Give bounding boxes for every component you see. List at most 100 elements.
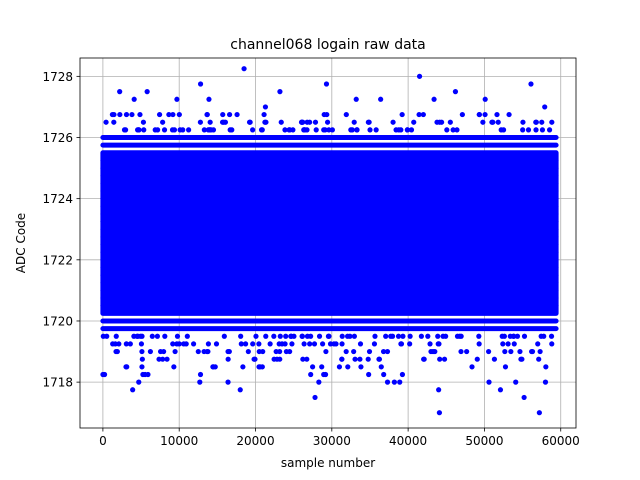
- fringe-point: [190, 341, 197, 347]
- x-tick-label: 30000: [313, 434, 351, 448]
- dense-band-core: [100, 152, 559, 314]
- fringe-point: [398, 341, 404, 347]
- fringe-point: [454, 333, 461, 339]
- outlier-point: [197, 81, 204, 87]
- fringe-point: [321, 127, 327, 133]
- outlier-point: [206, 96, 212, 102]
- fringe-point: [220, 111, 226, 118]
- fringe-point: [271, 333, 277, 339]
- fringe-point: [207, 119, 213, 125]
- fringe-point: [221, 119, 227, 125]
- fringe-point: [149, 333, 155, 339]
- fringe-point: [535, 341, 541, 347]
- fringe-point: [258, 127, 265, 133]
- fringe-point: [521, 333, 528, 339]
- fringe-point: [238, 333, 244, 339]
- fringe-point: [316, 333, 323, 339]
- fringe-point: [395, 333, 402, 339]
- fringe-point: [197, 119, 204, 125]
- y-tick-label: 1720: [42, 314, 73, 328]
- fringe-point: [520, 127, 526, 133]
- fringe-point: [124, 364, 130, 370]
- fringe-point: [421, 356, 427, 362]
- fringe-point: [381, 371, 387, 378]
- fringe-point: [111, 119, 117, 125]
- fringe-point: [325, 333, 332, 339]
- fringe-point: [500, 341, 506, 347]
- fringe-point: [243, 341, 249, 347]
- fringe-point: [440, 333, 446, 339]
- fringe-point: [287, 348, 293, 355]
- y-axis-label: ADC Code: [14, 213, 28, 273]
- fringe-point: [166, 111, 172, 118]
- fringe-point: [378, 364, 384, 370]
- outlier-point: [237, 387, 243, 393]
- fringe-point: [358, 364, 364, 370]
- fringe-point: [177, 127, 183, 133]
- fringe-point: [339, 333, 345, 339]
- fringe-point: [458, 348, 464, 355]
- fringe-point: [339, 356, 345, 362]
- fringe-point: [529, 348, 535, 355]
- fringe-point: [404, 127, 410, 133]
- fringe-point: [104, 333, 110, 339]
- outlier-point: [241, 66, 247, 72]
- fringe-point: [301, 341, 307, 347]
- fringe-point: [437, 356, 443, 362]
- x-axis-label: sample number: [281, 456, 375, 470]
- fringe-point: [511, 341, 517, 347]
- fringe-point: [474, 356, 480, 362]
- fringe-point: [343, 348, 349, 355]
- fringe-point: [365, 356, 371, 362]
- fringe-point: [400, 333, 406, 339]
- fringe-point: [174, 341, 180, 347]
- fringe-point: [162, 333, 168, 339]
- fringe-point: [428, 348, 434, 355]
- fringe-point: [171, 364, 177, 370]
- fringe-point: [371, 341, 378, 347]
- fringe-point: [207, 127, 213, 133]
- fringe-point: [140, 119, 147, 125]
- fringe-point: [282, 127, 288, 133]
- fringe-point: [205, 341, 212, 347]
- fringe-point: [519, 356, 525, 362]
- outlier-point: [431, 96, 437, 102]
- fringe-point: [225, 356, 231, 362]
- fringe-point: [308, 333, 314, 339]
- fringe-point: [393, 127, 399, 133]
- fringe-point: [204, 111, 210, 118]
- fringe-point: [319, 341, 326, 347]
- fringe-point: [145, 371, 151, 378]
- fringe-point: [514, 333, 521, 339]
- fringe-point: [282, 341, 288, 347]
- fringe-point: [271, 356, 277, 362]
- fringe-point: [343, 111, 349, 118]
- fringe-point: [476, 341, 482, 347]
- fringe-point: [308, 371, 314, 378]
- outlier-point: [391, 379, 397, 385]
- fringe-point: [459, 111, 465, 118]
- fringe-point: [252, 356, 258, 362]
- fringe-point: [170, 111, 176, 118]
- fringe-point: [517, 348, 523, 355]
- fringe-point: [300, 356, 306, 362]
- fringe-point: [366, 371, 372, 378]
- plot-frame: [79, 57, 577, 429]
- fringe-point: [435, 333, 441, 339]
- outlier-point: [528, 81, 534, 87]
- fringe-point: [476, 111, 482, 118]
- fringe-point: [319, 364, 325, 370]
- fringe-point: [113, 333, 119, 339]
- fringe-point: [226, 111, 233, 118]
- fringe-point: [311, 341, 318, 347]
- fringe-point: [454, 127, 460, 133]
- fringe-point: [160, 119, 166, 125]
- fringe-point: [432, 348, 438, 355]
- fringe-point: [339, 341, 345, 347]
- fringe-point: [494, 111, 500, 118]
- fringe-point: [121, 127, 128, 133]
- fringe-point: [352, 356, 358, 362]
- fringe-point: [154, 333, 161, 339]
- outlier-point: [416, 73, 423, 79]
- fringe-point: [181, 341, 187, 347]
